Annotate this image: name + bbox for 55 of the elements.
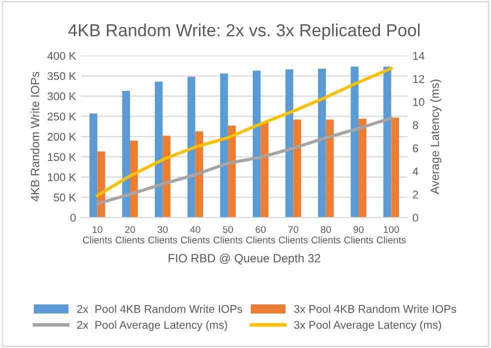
bar [162,136,170,218]
bar [154,82,163,218]
x-tick-label: 40 Clients [180,226,210,244]
bar [358,118,366,218]
x-tick-label: 80 Clients [312,226,340,244]
y2-tick-label: 6 [412,144,418,152]
bar [383,66,392,218]
bar [220,73,228,218]
x-tick-label: 60 Clients [246,226,276,244]
y2-tick-label: 2 [412,190,418,198]
y2-tick-label: 0 [412,214,418,222]
y2-tick-label: 14 [413,52,424,60]
y-tick-label: 0 [70,214,76,222]
y2-tick-label: 8 [412,121,418,130]
legend-label: 2x Pool 4KB Random Write IOPs [77,304,242,313]
bar [228,126,236,218]
bar [285,69,294,218]
y-tick-label: 200 K [48,132,76,141]
legend-label: 3x Pool Average Latency (ms) [294,320,442,332]
bar [252,70,261,218]
line-series [96,66,393,198]
x-tick-label: 30 Clients [148,226,178,244]
y-tick-label: 150 K [48,153,76,161]
bar [318,68,326,218]
y2-tick-label: 4 [412,168,418,176]
y2-tick-label: 12 [413,75,424,83]
y2-axis-title: Average Latency (ms) [430,80,442,194]
x-tick-label: 70 Clients [278,226,308,244]
bar [130,140,138,218]
bar [90,114,98,218]
legend-label: 2x Pool Average Latency (ms) [77,320,228,332]
y-tick-label: 400 K [47,52,76,60]
bar [260,122,268,218]
bar [293,120,302,218]
bar [391,118,400,218]
x-tick-label: 100 Clients [376,226,406,244]
bar [350,66,359,218]
y2-tick-label: 10 [413,98,424,106]
x-tick-label: 90 Clients [344,226,374,244]
x-tick-label: 50 Clients [214,226,242,244]
chart-title: 4KB Random Write: 2x vs. 3x Replicated Pool [68,24,420,40]
line-series [96,116,393,206]
y-axis-title: 4KB Random Write IOPs [30,72,40,202]
y-tick-label: 50 K [54,194,76,202]
y-tick-label: 300 K [48,92,76,100]
x-tick-label: 10 Clients [82,226,112,244]
y-tick-label: 350 K [48,72,76,80]
bar [122,90,130,218]
y-tick-label: 250 K [48,112,76,120]
legend-label: 3x Pool 4KB Random Write IOPs [294,304,456,313]
x-tick-label: 20 Clients [116,226,144,244]
bar [326,120,334,218]
x-axis-title: FIO RBD @ Queue Depth 32 [168,254,320,265]
y-tick-label: 100 K [48,173,76,182]
bar [187,76,196,218]
